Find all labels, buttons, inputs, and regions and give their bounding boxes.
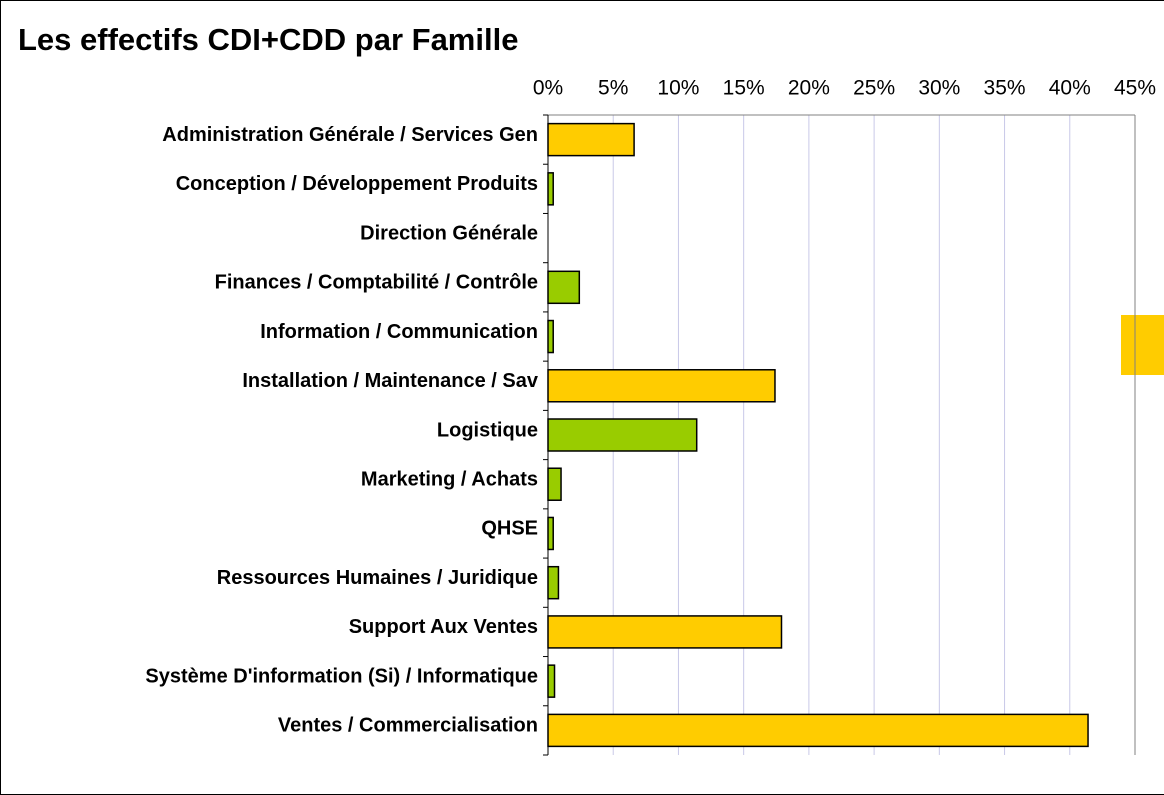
x-tick-label: 15% — [723, 77, 765, 100]
bar — [547, 467, 562, 501]
x-tick-label: 35% — [984, 77, 1026, 100]
y-tick-label: Marketing / Achats — [361, 469, 538, 491]
x-tick-label: 20% — [788, 77, 830, 100]
y-tick-label: QHSE — [481, 518, 538, 540]
bar — [547, 270, 581, 305]
y-tick-label: Ressources Humaines / Juridique — [217, 567, 538, 589]
y-tick-label: Logistique — [437, 419, 538, 441]
y-tick-label: Information / Communication — [260, 321, 538, 343]
x-tick-label: 10% — [657, 77, 699, 100]
bar — [547, 713, 1089, 748]
y-tick-label: Installation / Maintenance / Sav — [242, 370, 539, 392]
x-tick-label: 25% — [853, 77, 895, 100]
y-tick-label: Ventes / Commercialisation — [278, 715, 538, 737]
bar — [547, 615, 783, 649]
x-tick-label: 40% — [1049, 77, 1091, 100]
bar — [547, 565, 560, 600]
y-tick-label: Système D'information (Si) / Informatiqu… — [145, 665, 538, 687]
bar — [547, 172, 554, 206]
bar — [547, 516, 554, 551]
y-tick-label: Administration Générale / Services Gen — [162, 124, 538, 146]
y-tick-label: Finances / Comptabilité / Contrôle — [215, 272, 538, 294]
y-tick-label: Conception / Développement Produits — [176, 173, 538, 195]
x-tick-label: 30% — [918, 77, 960, 100]
y-tick-label: Direction Générale — [360, 222, 538, 244]
bar — [547, 369, 776, 403]
bar — [547, 319, 554, 354]
bar — [547, 664, 556, 698]
chart-title: Les effectifs CDI+CDD par Famille — [18, 22, 518, 57]
x-tick-label: 45% — [1114, 77, 1156, 100]
x-tick-label: 0% — [533, 77, 563, 100]
y-tick-label: Support Aux Ventes — [349, 616, 538, 638]
bar — [547, 122, 635, 157]
bar — [547, 418, 698, 452]
x-tick-label: 5% — [598, 77, 628, 100]
legend-swatch — [1121, 315, 1164, 375]
